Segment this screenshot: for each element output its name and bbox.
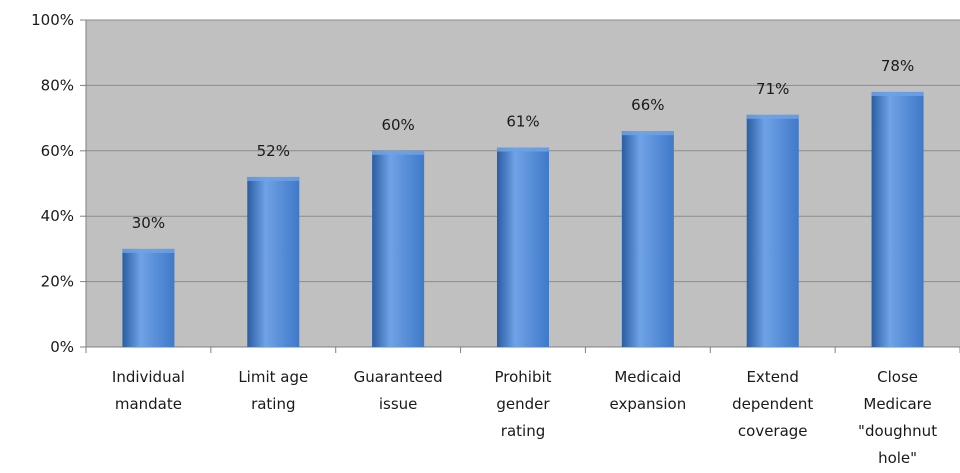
bar <box>871 91 924 347</box>
bar-top-highlight <box>122 248 175 253</box>
bar <box>497 147 549 347</box>
bar-top-highlight <box>497 147 549 152</box>
category-label: Extend <box>746 368 799 386</box>
category-label: Medicaid <box>614 368 681 386</box>
bar <box>746 114 799 347</box>
data-labels: 30% 52% 60% 61% 66% 71% 78% <box>132 57 914 232</box>
category-label: Limit age <box>238 368 308 386</box>
category-label: Medicare <box>863 395 931 413</box>
category-label: Guaranteed <box>354 368 443 386</box>
category-label: hole" <box>878 449 917 467</box>
data-label: 61% <box>506 113 539 131</box>
category-label: rating <box>501 422 545 440</box>
y-tick-label: 100% <box>31 11 74 29</box>
category-label: rating <box>251 395 295 413</box>
data-label: 66% <box>631 96 664 114</box>
category-label: expansion <box>609 395 686 413</box>
bar <box>247 176 300 347</box>
bar-top-highlight <box>621 131 674 136</box>
category-label: gender <box>496 395 550 413</box>
bar-top-highlight <box>746 114 799 119</box>
bar <box>621 131 674 347</box>
bars <box>122 91 924 347</box>
category-label: Prohibit <box>494 368 551 386</box>
category-label: coverage <box>738 422 808 440</box>
bar <box>372 150 425 347</box>
y-axis-tick-labels: 0% 20% 40% 60% 80% 100% <box>31 11 74 356</box>
bar-top-highlight <box>871 91 924 96</box>
y-tick-label: 80% <box>41 76 74 94</box>
category-label: Individual <box>112 368 185 386</box>
data-label: 52% <box>257 142 290 160</box>
bar <box>122 248 175 347</box>
bar-top-highlight <box>247 176 300 181</box>
category-label: "doughnut <box>858 422 937 440</box>
category-labels: Individual mandate Limit age rating Guarante… <box>112 368 937 467</box>
bar-top-highlight <box>372 150 425 155</box>
category-label: issue <box>379 395 418 413</box>
y-tick-label: 40% <box>41 207 74 225</box>
y-tick-label: 60% <box>41 142 74 160</box>
data-label: 30% <box>132 214 165 232</box>
category-label: dependent <box>732 395 813 413</box>
y-tick-label: 0% <box>50 338 74 356</box>
category-label: Close <box>877 368 918 386</box>
data-label: 71% <box>756 80 789 98</box>
y-tick-label: 20% <box>41 273 74 291</box>
data-label: 78% <box>881 57 914 75</box>
data-label: 60% <box>381 116 414 134</box>
category-label: mandate <box>115 395 182 413</box>
